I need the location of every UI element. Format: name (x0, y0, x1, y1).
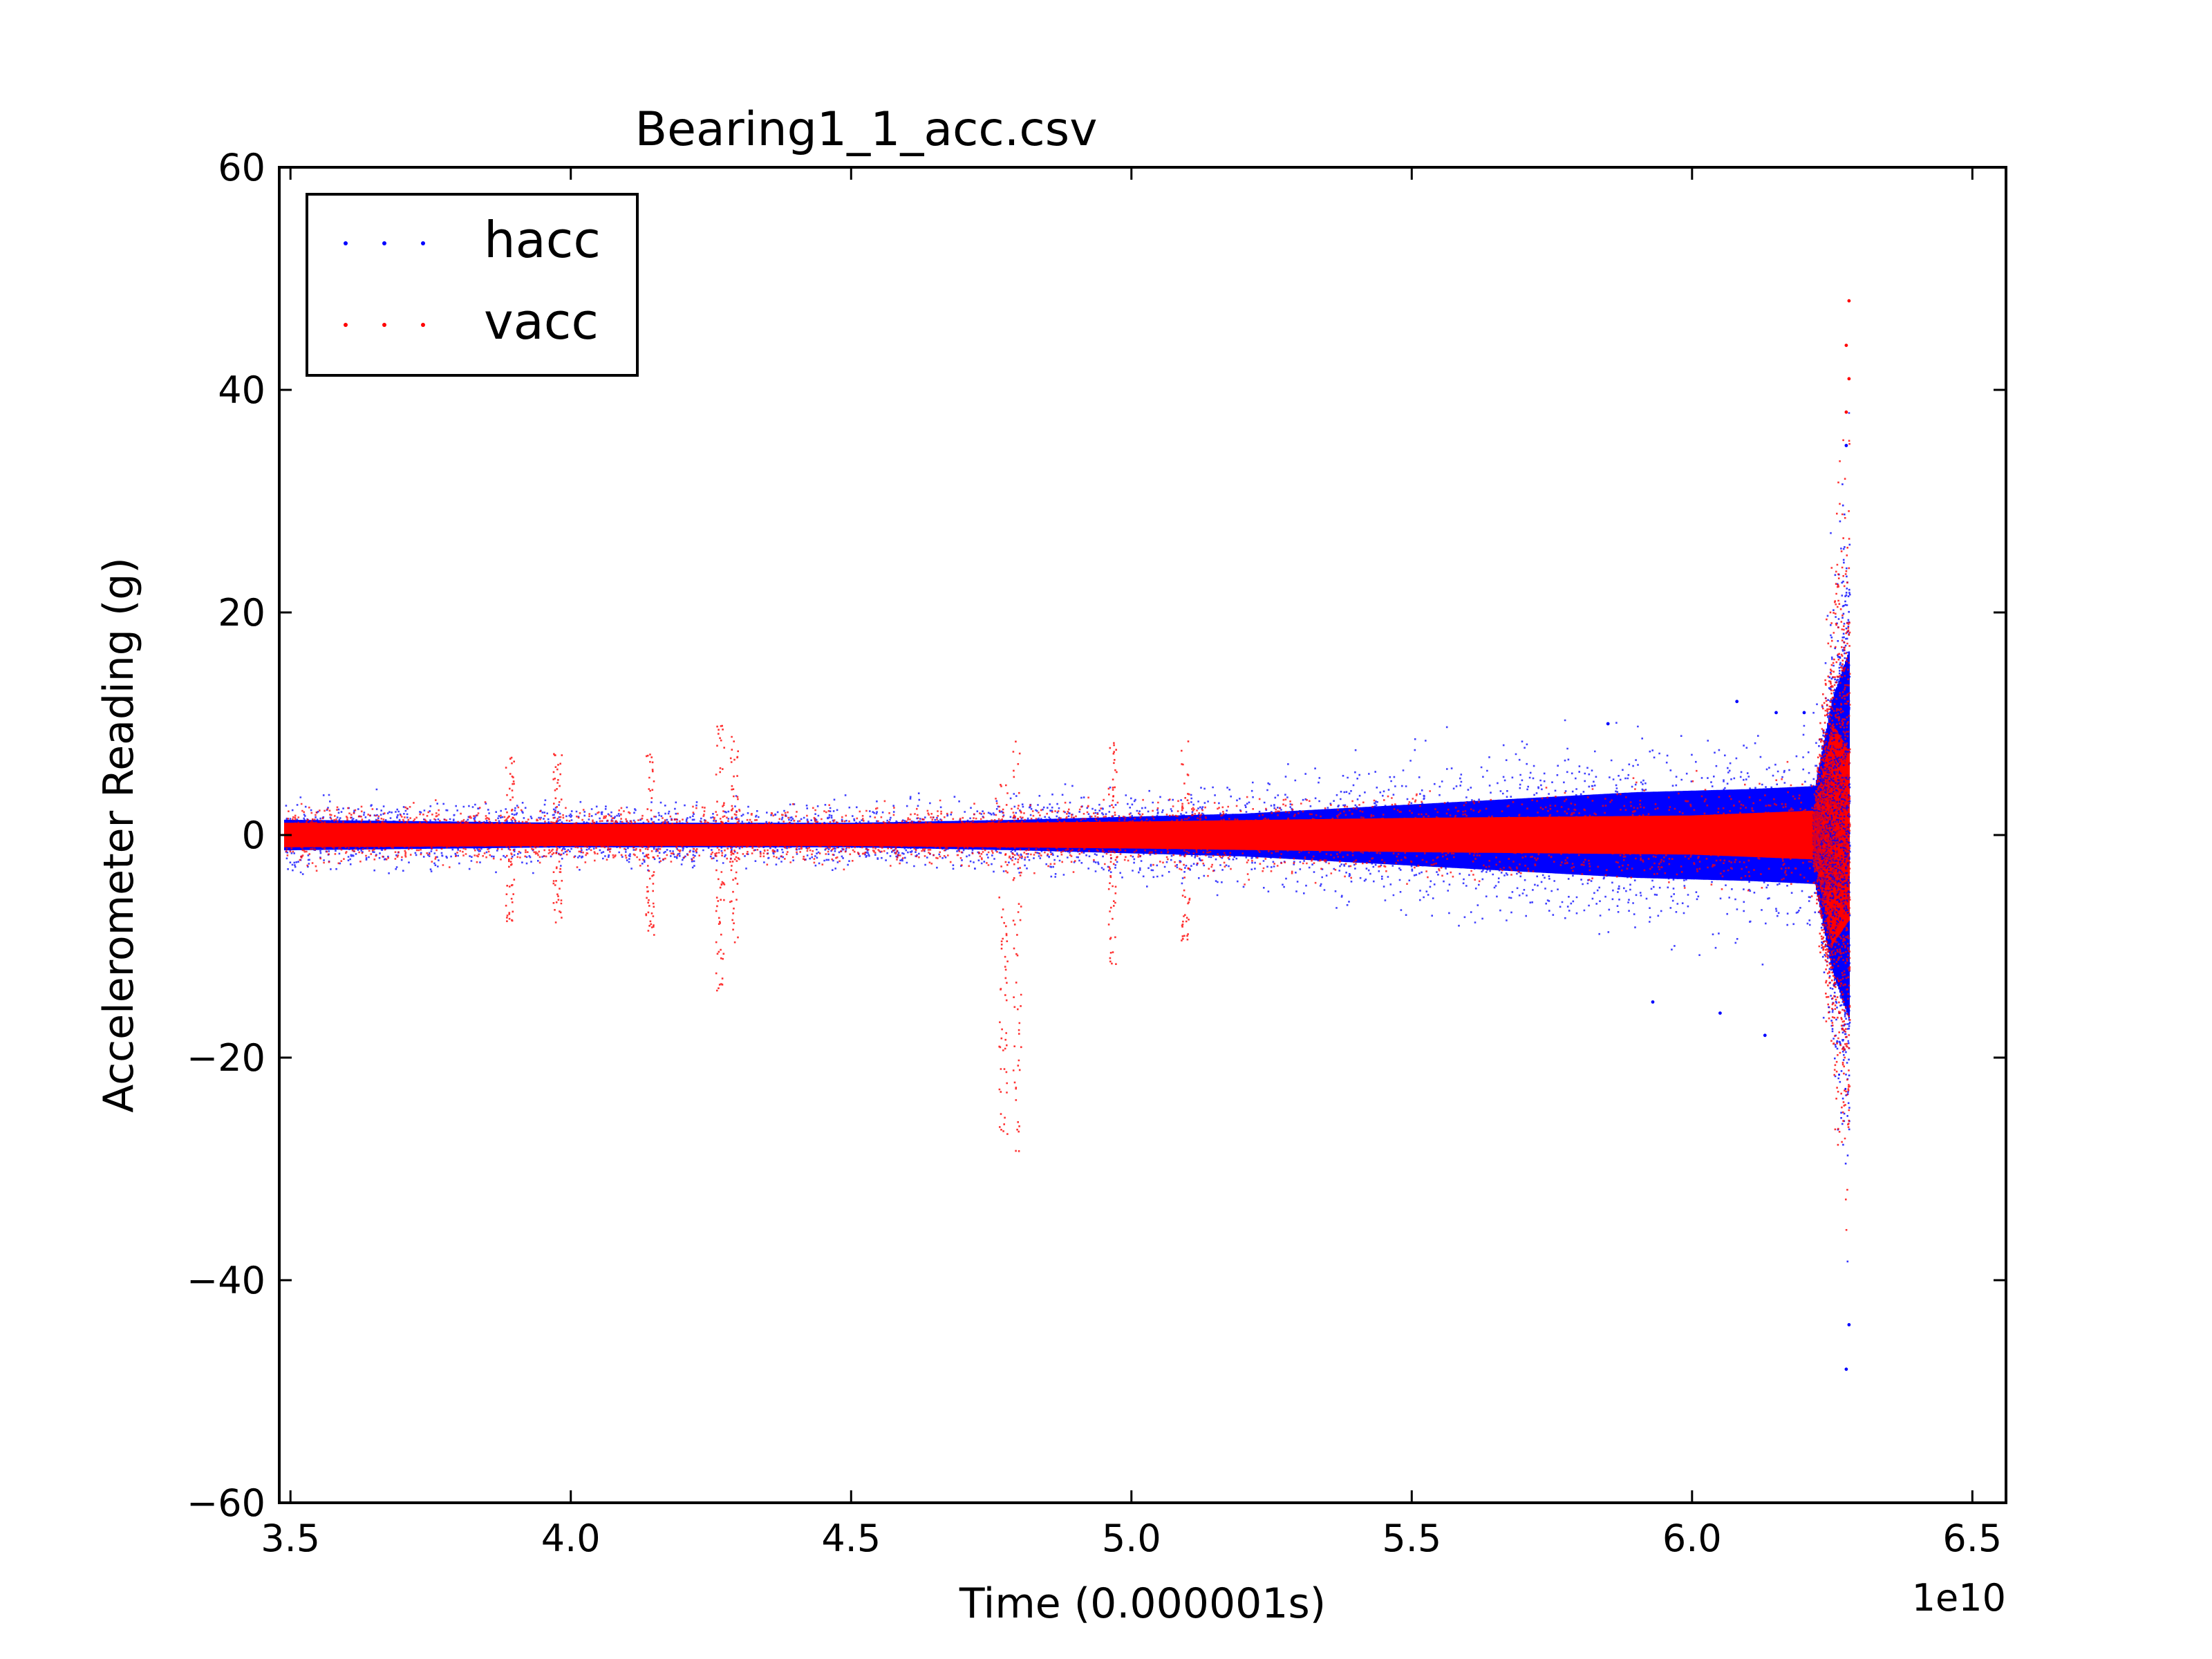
hacc-outlier (1651, 1000, 1655, 1004)
vacc-spike (998, 784, 1009, 1135)
hacc-outlier (1718, 1011, 1722, 1015)
x-tick-label: 5.5 (1382, 1517, 1441, 1560)
vacc-spike (1107, 742, 1118, 965)
vacc-spike (1012, 740, 1023, 1152)
y-tick-label: −20 (187, 1036, 265, 1080)
x-tick-label: 3.5 (261, 1517, 320, 1560)
hacc-outlier (1802, 711, 1806, 715)
legend-dot-hacc (382, 241, 386, 245)
hacc-outlier (1844, 444, 1848, 447)
hacc-outlier (1735, 700, 1739, 704)
legend-label-vacc: vacc (484, 292, 599, 350)
x-tick-label: 4.0 (541, 1517, 601, 1560)
hacc-outlier (1606, 722, 1610, 726)
y-tick-label: −60 (187, 1481, 265, 1525)
legend-dot-vacc (421, 323, 425, 327)
hacc-outlier (1774, 711, 1778, 715)
legend-dot-hacc (344, 241, 348, 245)
vacc-spike (1180, 740, 1191, 941)
vacc-spike (645, 753, 655, 936)
vacc-outlier (1844, 410, 1848, 414)
legend-box (306, 193, 639, 377)
legend-dot-vacc (344, 323, 348, 327)
vacc-spike (729, 735, 740, 944)
x-tick-label: 6.0 (1662, 1517, 1722, 1560)
plot-area (284, 299, 1851, 1371)
legend-marker-hacc (344, 241, 425, 245)
legend: hacc vacc (306, 193, 639, 377)
hacc-outlier (1763, 1033, 1767, 1038)
y-tick-label: 20 (218, 591, 265, 635)
plot-frame (278, 166, 2007, 1504)
x-tick-label: 5.0 (1102, 1517, 1161, 1560)
y-tick-label: −40 (187, 1259, 265, 1302)
y-tick-label: 0 (242, 814, 265, 857)
vacc-outlier (1847, 299, 1851, 303)
vacc-outlier (1844, 344, 1848, 347)
legend-dot-vacc (382, 323, 386, 327)
vacc-spike (715, 724, 726, 992)
legend-marker-vacc (344, 323, 425, 327)
vacc-outlier (1847, 377, 1851, 381)
y-tick-label: 60 (218, 146, 265, 189)
vacc-spike (552, 753, 563, 924)
hacc-outlier (1847, 1323, 1851, 1327)
vacc-burst (1812, 439, 1851, 1231)
hacc-outlier (1844, 1367, 1848, 1371)
legend-dot-hacc (421, 241, 425, 245)
x-tick-label: 6.5 (1942, 1517, 2002, 1560)
x-tick-label: 4.5 (821, 1517, 881, 1560)
vacc-spike (505, 756, 516, 922)
x-offset-label: 1e10 (1912, 1576, 2006, 1620)
y-axis-label: Accelerometer Reading (g) (95, 557, 143, 1113)
y-tick-label: 40 (218, 368, 265, 412)
chart-title: Bearing1_1_acc.csv (635, 102, 1098, 157)
legend-label-hacc: hacc (484, 211, 601, 269)
x-axis-label: Time (0.000001s) (959, 1580, 1326, 1628)
